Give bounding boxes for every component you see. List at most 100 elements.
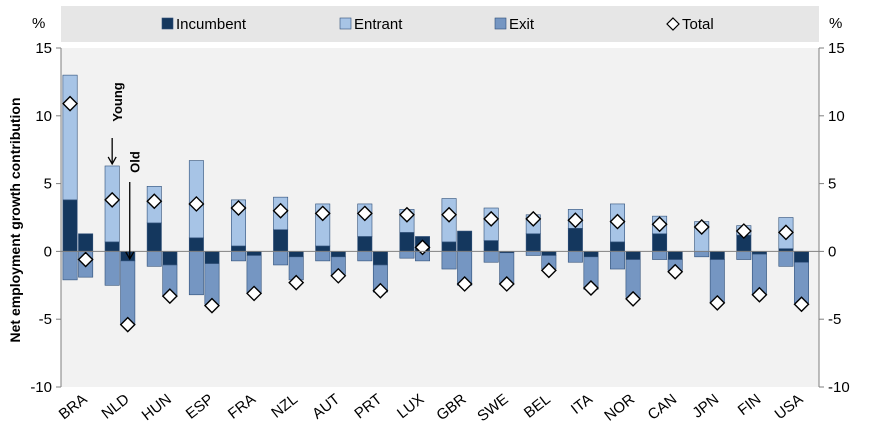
young-total-marker bbox=[272, 202, 289, 219]
old-incumbent-bar bbox=[541, 251, 557, 256]
old-total-marker bbox=[625, 290, 642, 307]
young-exit-bar bbox=[399, 251, 415, 259]
old-incumbent-bar bbox=[709, 251, 725, 260]
legend-exit-swatch bbox=[494, 17, 507, 30]
legend-background bbox=[61, 6, 819, 42]
category-label: GBR bbox=[433, 391, 469, 425]
category-label: BEL bbox=[521, 391, 554, 422]
category-label: ITA bbox=[568, 391, 596, 418]
old-arrow-head bbox=[125, 251, 135, 261]
young-exit-bar bbox=[567, 251, 583, 263]
old-exit-bar bbox=[120, 260, 136, 325]
left-tick-label: 10 bbox=[35, 108, 52, 125]
young-total-marker bbox=[483, 210, 500, 227]
young-total-marker bbox=[441, 206, 458, 223]
left-tick-label: 15 bbox=[35, 40, 52, 57]
category-label: ESP bbox=[183, 391, 217, 423]
young-exit-bar bbox=[104, 251, 120, 286]
left-tick-label: -5 bbox=[39, 311, 52, 328]
right-tick-label: -5 bbox=[828, 311, 841, 328]
legend-entrant-swatch bbox=[339, 17, 352, 30]
young-exit-bar bbox=[146, 251, 162, 267]
plot-background bbox=[61, 48, 819, 387]
young-incumbent-bar bbox=[231, 245, 246, 252]
young-total-marker bbox=[567, 212, 584, 229]
young-entrant-bar bbox=[62, 74, 78, 201]
old-total-marker bbox=[119, 316, 136, 333]
old-total-marker bbox=[793, 296, 810, 313]
young-total-marker bbox=[188, 195, 205, 212]
young-incumbent-bar bbox=[315, 245, 331, 252]
young-total-marker bbox=[62, 95, 79, 112]
left-unit-label: % bbox=[32, 15, 45, 32]
young-total-marker bbox=[104, 191, 121, 208]
old-incumbent-bar bbox=[457, 230, 473, 252]
old-incumbent-bar bbox=[794, 251, 809, 263]
young-total-marker bbox=[777, 224, 794, 241]
young-total-marker bbox=[609, 213, 626, 230]
old-incumbent-bar bbox=[78, 233, 94, 252]
young-arrow-head bbox=[107, 156, 117, 166]
young-exit-bar bbox=[273, 251, 289, 266]
old-total-marker bbox=[246, 285, 263, 302]
old-total-marker bbox=[203, 297, 220, 314]
old-incumbent-bar bbox=[288, 251, 304, 258]
total-markers bbox=[62, 95, 810, 333]
old-total-marker bbox=[751, 286, 768, 303]
old-incumbent-bar bbox=[246, 251, 262, 256]
old-total-marker bbox=[372, 282, 389, 299]
young-total-marker bbox=[398, 206, 415, 223]
young-exit-bar bbox=[778, 251, 794, 267]
old-incumbent-bar bbox=[162, 251, 178, 266]
category-label: CAN bbox=[645, 391, 680, 424]
old-incumbent-bar bbox=[330, 251, 346, 258]
young-exit-bar bbox=[694, 251, 710, 258]
young-incumbent-bar bbox=[567, 228, 583, 252]
old-total-marker bbox=[414, 239, 431, 256]
young-total-marker bbox=[693, 219, 710, 235]
young-total-marker bbox=[146, 193, 163, 210]
category-label: LUX bbox=[394, 391, 427, 422]
old-total-marker bbox=[667, 263, 684, 280]
young-incumbent-bar bbox=[483, 240, 499, 252]
young-exit-bar bbox=[736, 251, 752, 260]
old-total-marker bbox=[330, 267, 347, 284]
category-label: USA bbox=[772, 391, 807, 423]
right-tick-label: 15 bbox=[828, 40, 845, 57]
legend: Incumbent Entrant Exit Total bbox=[161, 16, 714, 33]
young-exit-bar bbox=[483, 251, 499, 263]
young-incumbent-bar bbox=[273, 229, 289, 252]
annotation-old: Old bbox=[128, 151, 143, 173]
old-incumbent-bar bbox=[372, 251, 388, 266]
young-exit-bar bbox=[62, 251, 78, 281]
category-label: BRA bbox=[56, 391, 91, 423]
young-incumbent-bar bbox=[652, 233, 668, 252]
old-incumbent-bar bbox=[583, 251, 599, 258]
young-exit-bar bbox=[315, 251, 331, 262]
category-label: PRT bbox=[351, 391, 385, 423]
legend-incumbent-swatch bbox=[161, 17, 174, 30]
young-incumbent-bar bbox=[146, 222, 162, 252]
old-total-marker bbox=[77, 251, 94, 268]
old-total-marker bbox=[709, 294, 726, 311]
left-tick-label: -10 bbox=[30, 379, 52, 396]
young-exit-bar bbox=[610, 251, 625, 270]
young-incumbent-bar bbox=[62, 199, 78, 252]
category-label: AUT bbox=[309, 391, 343, 423]
right-unit-label: % bbox=[829, 15, 842, 32]
legend-label: Incumbent bbox=[176, 16, 247, 33]
young-total-marker bbox=[525, 210, 542, 227]
category-label: JPN bbox=[689, 391, 722, 422]
axis-ticks: -10 -10 -5 -5 0 0 5 5 10 10 15 15 bbox=[30, 40, 849, 396]
right-tick-label: -10 bbox=[828, 379, 850, 396]
old-incumbent-bar bbox=[204, 251, 220, 264]
right-tick-label: 0 bbox=[828, 243, 836, 260]
young-exit-bar bbox=[525, 251, 541, 256]
young-total-marker bbox=[356, 205, 373, 222]
young-incumbent-bar bbox=[399, 232, 415, 252]
young-exit-bar bbox=[231, 251, 246, 262]
category-label: FRA bbox=[225, 391, 259, 423]
old-total-marker bbox=[456, 275, 473, 292]
young-exit-bar bbox=[188, 251, 204, 296]
